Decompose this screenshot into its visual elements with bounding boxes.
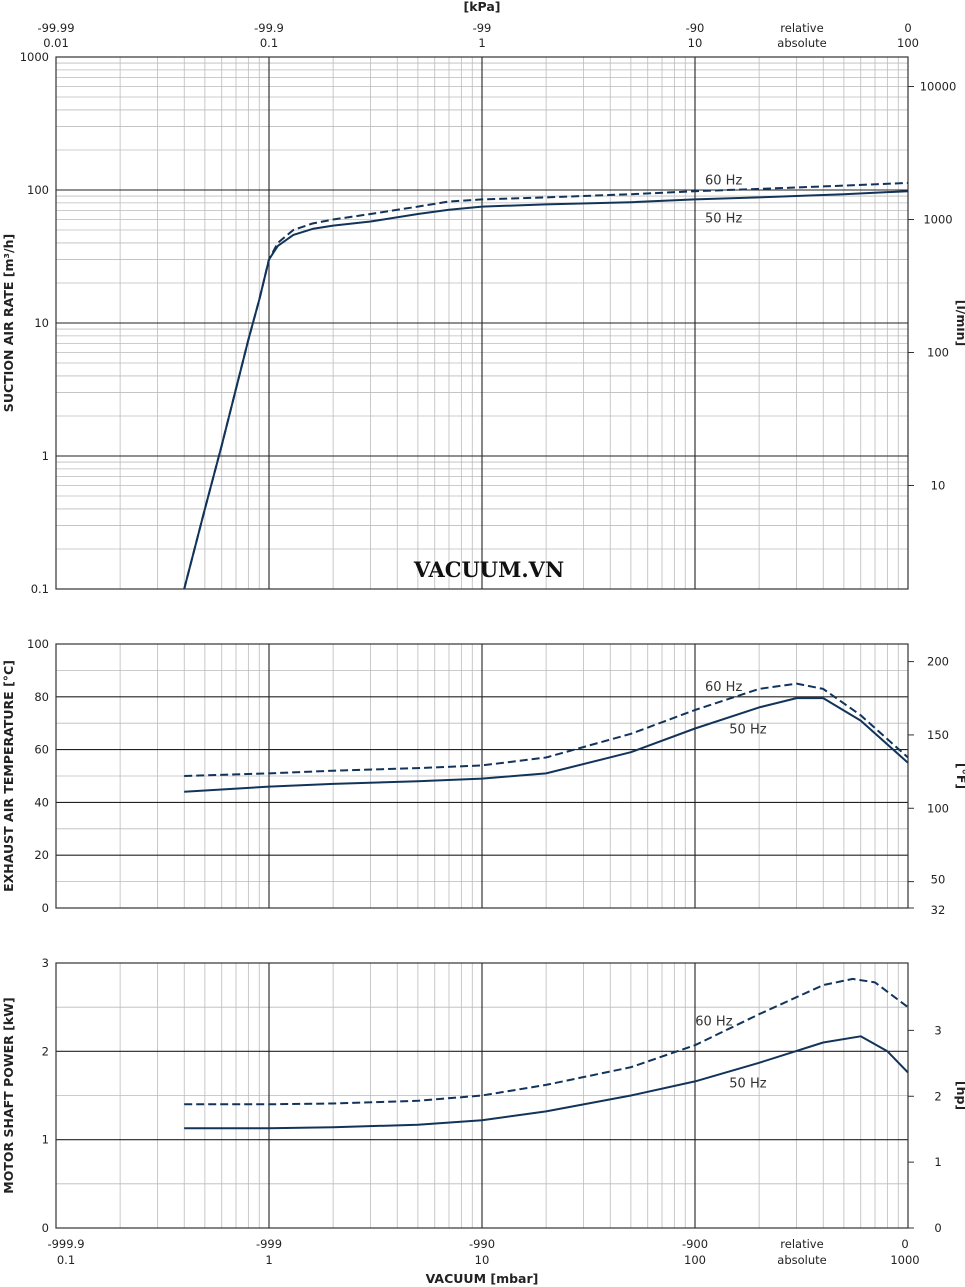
curve-label: 50 Hz	[729, 722, 766, 737]
bottom-axis-title: VACUUM [mbar]	[426, 1271, 539, 1286]
y-tick-label: 0	[42, 901, 49, 915]
y-axis-title: EXHAUST AIR TEMPERATURE [°C]	[1, 660, 16, 892]
bottom-mode-relative: relative	[780, 1237, 823, 1251]
y-tick-label: 3	[42, 956, 49, 970]
y2-axis-title: [l/min]	[954, 300, 965, 346]
bottom-tick-relative: -900	[682, 1237, 708, 1251]
bottom-tick-absolute: 10	[475, 1253, 490, 1267]
bottom-tick-absolute: 0.1	[57, 1253, 75, 1267]
y-tick-label: 1000	[20, 50, 49, 64]
y2-tick-label: 0	[934, 1221, 941, 1235]
bottom-mode-absolute: absolute	[777, 1253, 826, 1267]
y-tick-label: 0.1	[31, 582, 49, 596]
y-tick-label: 0	[42, 1221, 49, 1235]
bottom-tick-absolute: 1	[265, 1253, 272, 1267]
y2-tick-label: 1	[934, 1155, 941, 1169]
bottom-tick-absolute: 1000	[890, 1253, 919, 1267]
y2-tick-label: 10	[931, 479, 946, 493]
y2-tick-label: 32	[931, 903, 946, 917]
panel-3	[55, 962, 914, 1229]
panel-1	[55, 56, 914, 590]
y2-axis-title: [°F]	[954, 763, 965, 789]
plot-frame	[55, 962, 909, 1229]
y-axis-title: SUCTION AIR RATE [m³/h]	[1, 234, 16, 412]
y2-tick-label: 100	[927, 346, 949, 360]
y-tick-label: 80	[34, 690, 49, 704]
series-line-50hz	[184, 697, 908, 793]
series-line-60hz	[184, 682, 908, 777]
series-line-50hz	[183, 190, 908, 589]
top-mode-relative: relative	[780, 21, 823, 35]
y2-tick-label: 2	[934, 1089, 941, 1103]
bottom-tick-relative: -990	[469, 1237, 495, 1251]
y2-tick-label: 10000	[920, 80, 957, 94]
y2-tick-label: 50	[931, 873, 946, 887]
y2-axis-title: [hp]	[954, 1081, 965, 1110]
y2-tick-label: 1000	[923, 213, 952, 227]
curve-label: 60 Hz	[705, 680, 742, 695]
top-mode-absolute: absolute	[777, 36, 826, 50]
top-tick-absolute: 10	[688, 36, 703, 50]
y2-tick-label: 3	[934, 1023, 941, 1037]
y-tick-label: 2	[42, 1044, 49, 1058]
bottom-tick-relative: 0	[901, 1237, 908, 1251]
y-tick-label: 1	[42, 449, 49, 463]
top-tick-relative: -99	[473, 21, 492, 35]
bottom-tick-absolute: 100	[684, 1253, 706, 1267]
top-tick-absolute: 0.01	[43, 36, 69, 50]
y-axis-title: MOTOR SHAFT POWER [kW]	[1, 997, 16, 1193]
curve-label: 50 Hz	[705, 212, 742, 227]
plot-frame	[55, 56, 909, 590]
watermark-text: VACUUM.VN	[413, 557, 564, 582]
top-tick-relative: -90	[686, 21, 705, 35]
top-tick-relative: -99.9	[254, 21, 284, 35]
y-tick-label: 20	[34, 848, 49, 862]
top-tick-absolute: 0.1	[260, 36, 278, 50]
plot-frame	[55, 643, 909, 909]
y-tick-label: 10	[34, 316, 49, 330]
series-line-50hz	[184, 1035, 908, 1130]
panel-2	[55, 643, 914, 909]
y-tick-label: 1	[42, 1133, 49, 1147]
top-axis-title: [kPa]	[464, 0, 501, 14]
top-tick-relative: -99.99	[37, 21, 74, 35]
y-tick-label: 100	[27, 637, 49, 651]
y2-tick-label: 200	[927, 655, 949, 669]
top-tick-relative: 0	[904, 21, 911, 35]
curve-label: 60 Hz	[695, 1014, 732, 1029]
series-line-60hz	[184, 977, 908, 1106]
y2-tick-label: 150	[927, 728, 949, 742]
curve-label: 60 Hz	[705, 173, 742, 188]
y-tick-label: 60	[34, 743, 49, 757]
y2-tick-label: 100	[927, 801, 949, 815]
y-tick-label: 40	[34, 795, 49, 809]
bottom-tick-relative: -999	[256, 1237, 282, 1251]
top-tick-absolute: 100	[897, 36, 919, 50]
bottom-tick-relative: -999.9	[47, 1237, 84, 1251]
top-tick-absolute: 1	[478, 36, 485, 50]
curve-label: 50 Hz	[729, 1076, 766, 1091]
y-tick-label: 100	[27, 183, 49, 197]
